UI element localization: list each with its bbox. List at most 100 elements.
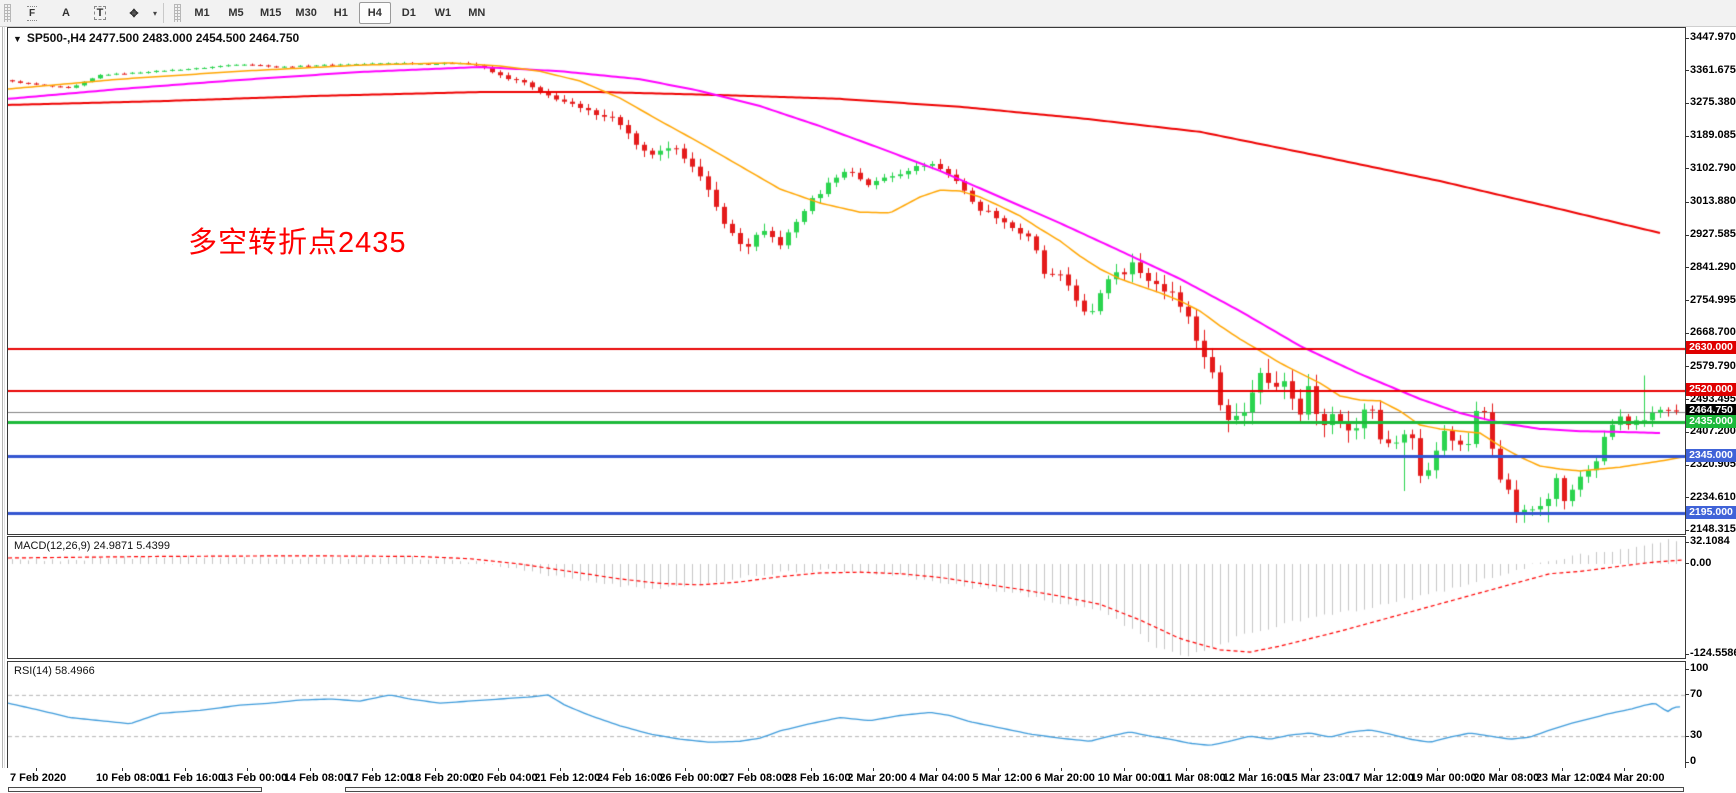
current-price-badge: 2464.750 (1686, 404, 1736, 418)
rsi-tick-mark (1685, 762, 1689, 763)
price-tick-mark (1685, 202, 1689, 203)
text-label-tool-button[interactable]: T (84, 2, 116, 24)
time-tick-mark (1374, 768, 1375, 771)
time-axis-label: 20 Feb 04:00 (471, 772, 538, 784)
time-tick-mark (1311, 768, 1313, 771)
window-frame-line2 (4, 27, 5, 786)
price-tick-mark (1685, 432, 1689, 433)
time-tick-mark (1123, 768, 1125, 771)
timeframe-button-d1[interactable]: D1 (401, 7, 416, 19)
time-tick-mark (998, 768, 1000, 771)
timeframe-button-m15[interactable]: M15 (260, 7, 282, 19)
symbol-title[interactable]: ▼ SP500-,H4 2477.500 2483.000 2454.500 24… (13, 31, 299, 45)
macd-canvas[interactable] (8, 537, 1685, 658)
time-axis-label: 14 Feb 08:00 (283, 772, 350, 784)
time-axis-label: 20 Mar 08:00 (1473, 772, 1540, 784)
timeframe-button-h1[interactable]: H1 (333, 7, 348, 19)
drawing-tools-group: F A T ✥ (15, 2, 151, 24)
rsi-axis-label: 100 (1690, 662, 1709, 674)
price-tick-mark (1685, 300, 1689, 301)
price-axis-tick: 3013.880 (1690, 195, 1736, 208)
time-axis-label: 11 Feb 16:00 (158, 772, 225, 784)
time-tick-mark (873, 768, 875, 771)
chart-annotation-text[interactable]: 多空转折点2435 (188, 227, 407, 259)
time-tick-mark (435, 768, 436, 771)
time-tick-mark (622, 768, 624, 771)
price-chart-canvas[interactable] (8, 28, 1685, 534)
macd-axis-label: 0.00 (1690, 556, 1712, 569)
time-axis-label: 26 Feb 00:00 (659, 772, 726, 784)
rsi-tick-mark (1685, 736, 1689, 737)
price-axis-tick: 2754.995 (1690, 293, 1736, 306)
toolbar-drag-handle[interactable] (4, 4, 11, 22)
hline-price-badge: 2630.000 (1686, 341, 1736, 355)
timeframe-button-m30[interactable]: M30 (295, 7, 317, 19)
time-axis-label: 21 Feb 12:00 (534, 772, 601, 784)
time-axis-label: 17 Mar 12:00 (1348, 772, 1415, 784)
time-axis-label: 2 Mar 20:00 (847, 772, 908, 784)
price-axis-tick: 2668.700 (1690, 326, 1736, 339)
time-axis-label: 11 Mar 08:00 (1160, 772, 1226, 784)
price-tick-mark (1685, 497, 1689, 498)
time-axis-label: 27 Feb 08:00 (722, 772, 789, 784)
time-tick-mark (1561, 768, 1563, 771)
price-axis-tick: 2407.200 (1690, 425, 1736, 438)
rsi-tick-mark (1685, 694, 1689, 695)
price-axis-tick: 2148.315 (1690, 523, 1736, 536)
timeframe-button-m1[interactable]: M1 (194, 7, 210, 19)
price-axis-tick: 2579.790 (1690, 359, 1736, 372)
fibonacci-tool-button[interactable]: F (16, 2, 48, 24)
chart-dropdown-icon[interactable]: ▼ (13, 34, 22, 44)
scrollbar-segment-left[interactable] (8, 787, 262, 792)
macd-tick-mark (1685, 654, 1689, 655)
price-tick-mark (1685, 103, 1689, 104)
time-axis-label: 5 Mar 12:00 (972, 772, 1033, 784)
rsi-canvas[interactable] (8, 662, 1685, 768)
time-axis-label: 24 Feb 16:00 (596, 772, 663, 784)
timeframe-button-w1[interactable]: W1 (434, 7, 452, 19)
timeframe-button-mn[interactable]: MN (468, 7, 486, 19)
time-tick-mark (122, 768, 123, 771)
timeframe-button-m5[interactable]: M5 (228, 7, 244, 19)
fibonacci-icon: F (26, 5, 38, 21)
time-axis-label: 28 Feb 16:00 (784, 772, 851, 784)
time-tick-mark (309, 768, 311, 771)
arrows-dropdown-caret[interactable]: ▾ (153, 8, 158, 18)
price-tick-mark (1685, 38, 1689, 39)
macd-label: MACD(12,26,9) 24.9871 5.4399 (14, 540, 170, 552)
arrows-tool-button[interactable]: ✥ (129, 7, 139, 20)
hline-price-badge: 2435.000 (1686, 415, 1736, 429)
rsi-label: RSI(14) 58.4966 (14, 665, 95, 677)
scrollbar-segment-right[interactable] (345, 787, 1684, 792)
timeframe-button-h4[interactable]: H4 (358, 2, 391, 24)
toolbar: F A T ✥ ▾ M1 M5 M15 M30 H1 H4 D1 W1 MN (0, 0, 1736, 27)
price-tick-mark (1685, 136, 1689, 137)
time-axis[interactable]: 7 Feb 2020 10 Feb 08:00 11 Feb 16:00 13 Feb… (0, 768, 1736, 786)
price-axis-tick: 3275.380 (1690, 96, 1736, 109)
price-tick-mark (1685, 399, 1689, 400)
text-tool-button[interactable]: A (62, 7, 70, 19)
hline-price-badge: 2345.000 (1686, 449, 1736, 463)
time-axis-label: 17 Feb 12:00 (346, 772, 413, 784)
time-axis-label: 24 Mar 20:00 (1598, 772, 1665, 784)
time-axis-label: 7 Feb 2020 (10, 772, 67, 784)
macd-axis-label: 32.1084 (1690, 535, 1730, 547)
time-tick-mark (1436, 768, 1438, 771)
time-tick-mark (810, 768, 812, 771)
price-axis-tick: 2234.610 (1690, 490, 1736, 503)
time-axis-label: 10 Mar 00:00 (1097, 772, 1164, 784)
toolbar-separator (163, 3, 165, 23)
timeframe-drag-handle[interactable] (174, 4, 182, 22)
time-axis-label: 18 Feb 20:00 (409, 772, 476, 784)
price-axis-tick: 3361.675 (1690, 63, 1736, 76)
price-axis-tick: 2927.585 (1690, 228, 1736, 241)
time-tick-mark (1624, 768, 1626, 771)
timeframe-buttons-group: M1 M5 M15 M30 H1 H4 D1 W1 MN (185, 2, 494, 24)
time-tick-mark (184, 768, 186, 771)
price-axis-tick: 2841.290 (1690, 260, 1736, 273)
time-tick-mark (1186, 768, 1188, 771)
price-axis-tick: 3189.085 (1690, 129, 1736, 142)
price-tick-mark (1685, 168, 1689, 169)
price-axis-tick: 3447.970 (1690, 31, 1736, 43)
time-axis-label: 19 Mar 00:00 (1410, 772, 1477, 784)
